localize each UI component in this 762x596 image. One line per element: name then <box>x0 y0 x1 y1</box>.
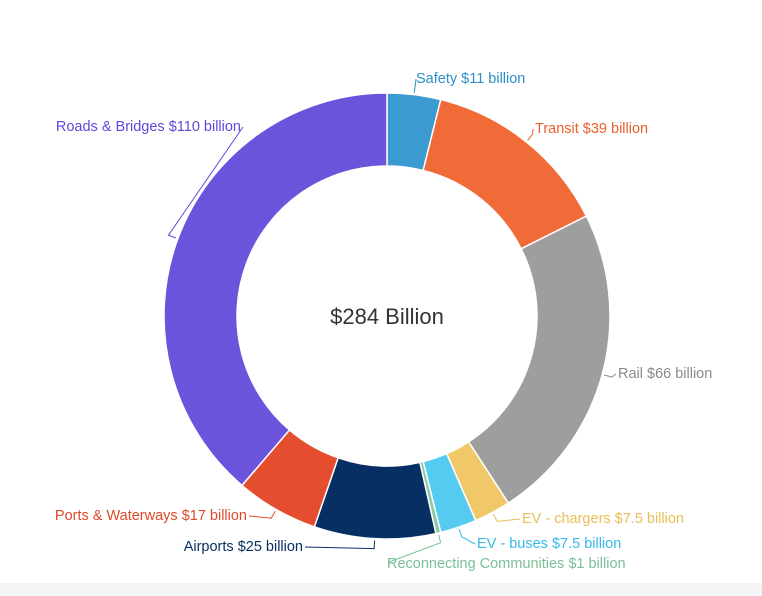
leader-line-roads-bridges <box>167 126 244 239</box>
leader-line-airports <box>304 540 376 550</box>
slices-group <box>163 92 611 540</box>
leader-line-safety <box>413 78 417 93</box>
leader-line-rail <box>603 373 617 378</box>
slice-rail[interactable] <box>467 215 611 505</box>
center-total-label: $284 Billion <box>330 304 444 329</box>
leader-line-reconnecting-communities <box>388 534 442 563</box>
leader-line-ports-waterways <box>248 511 276 519</box>
label-ev-buses: EV - buses $7.5 billion <box>477 536 621 552</box>
label-transit: Transit $39 billion <box>535 121 648 137</box>
label-reconnecting-communities: Reconnecting Communities $1 billion <box>387 556 626 572</box>
leader-lines-group <box>167 78 617 563</box>
label-ports-waterways: Ports & Waterways $17 billion <box>55 508 247 524</box>
leader-line-transit <box>527 128 534 141</box>
label-safety: Safety $11 billion <box>416 71 525 87</box>
leader-line-ev-buses <box>458 528 476 545</box>
label-rail: Rail $66 billion <box>618 366 712 382</box>
slice-roads-bridges[interactable] <box>163 92 388 487</box>
bottom-band <box>0 583 762 596</box>
label-ev-chargers: EV - chargers $7.5 billion <box>522 511 684 527</box>
label-airports: Airports $25 billion <box>184 539 303 555</box>
label-roads-bridges: Roads & Bridges $110 billion <box>56 119 241 135</box>
leader-line-ev-chargers <box>492 514 521 522</box>
labels-group: Safety $11 billion Transit $39 billion Rai… <box>55 71 712 572</box>
